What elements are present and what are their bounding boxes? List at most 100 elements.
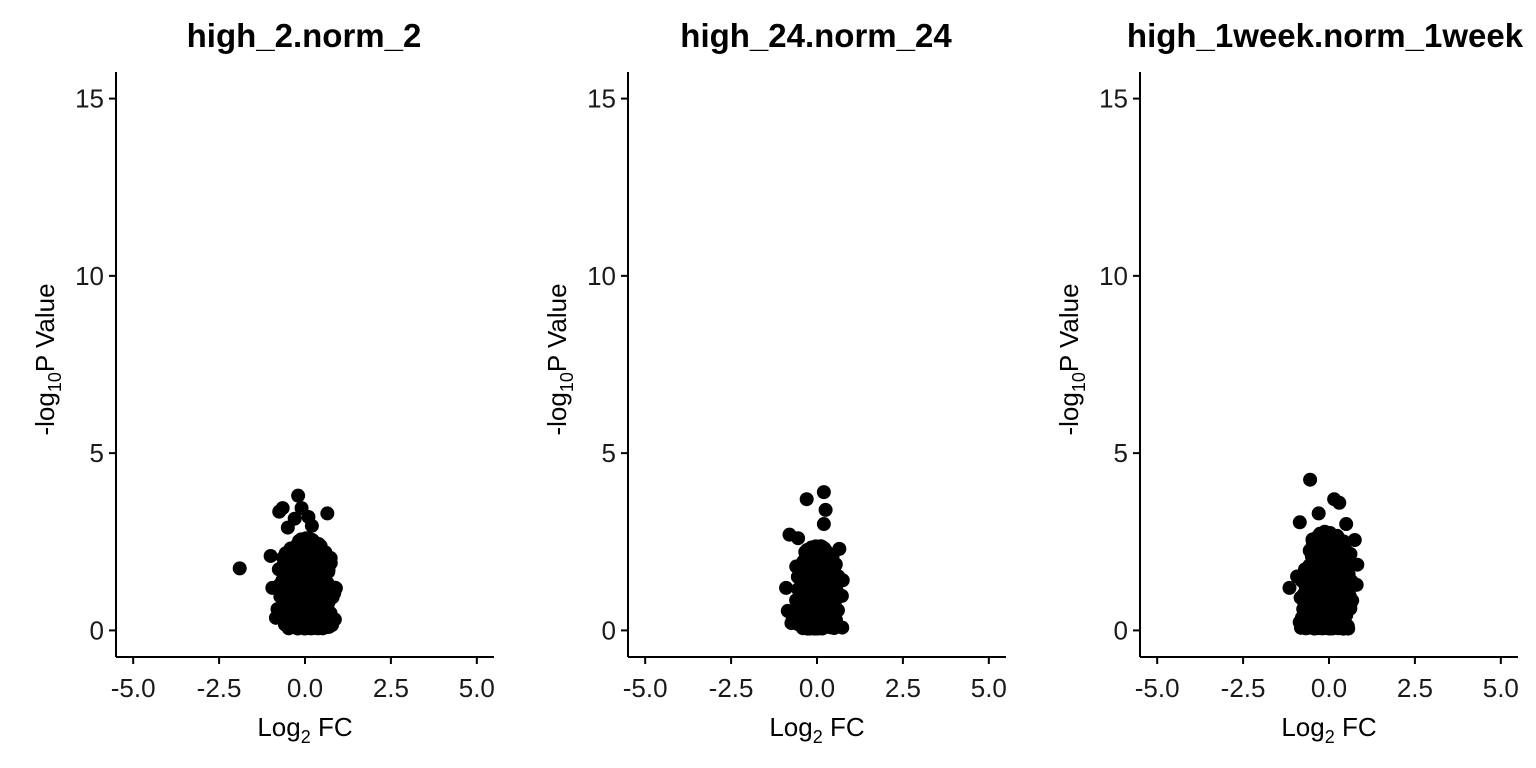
data-point (1303, 472, 1318, 487)
data-points (232, 488, 343, 636)
x-tick-label: -5.0 (1135, 673, 1180, 703)
x-tick-label: -2.5 (197, 673, 242, 703)
data-point (289, 594, 304, 609)
data-point (1305, 546, 1320, 561)
data-point (302, 606, 317, 621)
y-tick-label: 15 (75, 84, 104, 114)
x-tick-label: 2.5 (373, 673, 409, 703)
x-tick-label: 0.0 (1311, 673, 1347, 703)
x-tick-label: 2.5 (1397, 673, 1433, 703)
data-point (1292, 515, 1307, 530)
y-axis-title: -log10P Value (30, 283, 65, 435)
y-tick-label: 15 (1099, 84, 1128, 114)
data-point (275, 573, 290, 588)
data-point (834, 588, 849, 603)
data-point (293, 549, 308, 564)
data-point (263, 548, 278, 563)
data-point (813, 551, 828, 566)
y-tick-label: 0 (1114, 615, 1128, 645)
data-point (304, 518, 319, 533)
y-tick-label: 10 (587, 261, 616, 291)
data-point (1330, 593, 1345, 608)
data-point (828, 612, 843, 627)
data-point (1332, 495, 1347, 510)
x-tick-label: 5.0 (1483, 673, 1519, 703)
data-point (323, 556, 338, 571)
data-point (290, 571, 305, 586)
x-axis-title: Log2 FC (257, 712, 352, 747)
data-points (1282, 472, 1365, 636)
data-point (1347, 533, 1362, 547)
data-point (1334, 546, 1349, 561)
x-tick-label: 0.0 (799, 673, 835, 703)
data-point (1296, 602, 1311, 617)
data-point (275, 501, 290, 516)
volcano-panel-2: high_24.norm_24 -5.0 -2.5 0.0 2.5 5.0 0 5 10 15 Lo… (542, 17, 1007, 747)
data-point (1339, 517, 1354, 532)
panel-title: high_1week.norm_1week (1127, 17, 1524, 54)
x-tick-label: -5.0 (623, 673, 668, 703)
y-axis-title: -log10P Value (1054, 283, 1089, 435)
data-point (1337, 580, 1352, 595)
data-point (1329, 560, 1344, 575)
data-point (1308, 569, 1323, 584)
x-tick-label: -2.5 (709, 673, 754, 703)
data-point (825, 563, 840, 578)
volcano-panel-3: high_1week.norm_1week -5.0 -2.5 0.0 2.5 5.0 0 5… (1054, 17, 1524, 747)
data-point (265, 580, 280, 595)
y-tick-label: 15 (587, 84, 616, 114)
data-point (791, 582, 806, 597)
y-axis-title: -log10P Value (542, 283, 577, 435)
x-tick-label: 2.5 (885, 673, 921, 703)
data-point (1342, 591, 1357, 606)
x-tick-label: -2.5 (1221, 673, 1266, 703)
data-point (304, 560, 319, 575)
y-tick-label: 5 (602, 438, 616, 468)
data-point (791, 531, 806, 546)
y-tick-label: 5 (1114, 438, 1128, 468)
y-tick-label: 0 (602, 615, 616, 645)
data-point (1305, 533, 1320, 548)
data-point (1329, 619, 1344, 634)
data-point (319, 608, 334, 623)
data-point (1299, 612, 1314, 627)
data-point (232, 561, 247, 576)
data-point (832, 541, 847, 556)
data-point (327, 586, 342, 601)
data-point (811, 572, 826, 587)
data-point (813, 613, 828, 628)
data-points (779, 485, 850, 636)
data-point (1317, 586, 1332, 601)
data-point (1311, 506, 1326, 521)
data-point (1300, 590, 1315, 605)
data-point (282, 555, 297, 570)
x-axis-title: Log2 FC (769, 712, 864, 747)
data-point (816, 517, 831, 532)
data-point (291, 620, 306, 635)
data-point (780, 603, 795, 618)
volcano-panel-1: high_2.norm_2 -5.0 -2.5 0.0 2.5 5.0 0 5 10 15 Log2… (30, 17, 495, 747)
panel-title: high_2.norm_2 (187, 17, 422, 54)
data-point (810, 598, 825, 613)
data-point (1298, 562, 1313, 577)
x-tick-label: 5.0 (459, 673, 495, 703)
data-point (1317, 525, 1332, 540)
panel-title: high_24.norm_24 (680, 17, 952, 54)
x-tick-label: -5.0 (111, 673, 156, 703)
y-tick-label: 5 (90, 438, 104, 468)
data-point (1282, 580, 1297, 595)
y-tick-label: 10 (75, 261, 104, 291)
data-point (779, 580, 794, 595)
x-axis-title: Log2 FC (1281, 712, 1376, 747)
data-point (818, 502, 833, 517)
data-point (303, 621, 318, 636)
data-point (816, 485, 831, 500)
data-point (1319, 545, 1334, 560)
data-point (320, 506, 335, 521)
x-tick-label: 5.0 (971, 673, 1007, 703)
data-point (291, 488, 306, 503)
data-point (311, 574, 326, 589)
data-point (287, 511, 302, 526)
data-point (1318, 616, 1333, 631)
